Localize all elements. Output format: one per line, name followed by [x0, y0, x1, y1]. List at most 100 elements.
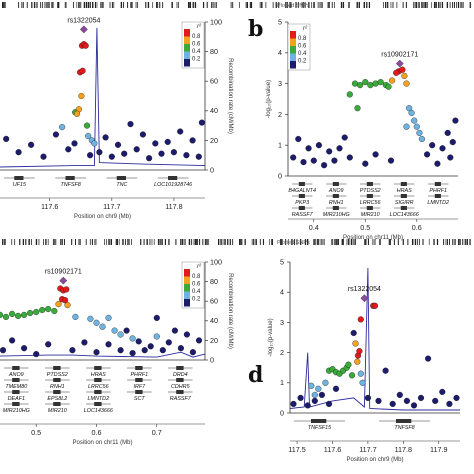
snp-point-navy-11 — [129, 350, 136, 357]
snp-density-mark-2-34 — [115, 239, 117, 245]
snp-density-mark-0-63 — [214, 2, 216, 8]
gene-exon-block — [298, 194, 305, 198]
ld-legend-swatch — [290, 61, 296, 69]
gene-label: SIGIRR — [395, 200, 414, 206]
snp-density-mark-3-34 — [341, 239, 343, 245]
snp-density-mark-1-63 — [446, 2, 448, 8]
snp-point-green-6 — [33, 308, 40, 316]
snp-density-mark-2-74 — [229, 239, 231, 245]
snp-density-mark-0-56 — [189, 2, 192, 8]
snp-point-navy-8 — [96, 149, 103, 156]
snp-density-mark-1-66 — [453, 2, 455, 8]
snp-density-mark-1-51 — [418, 2, 420, 8]
snp-point-navy-13 — [403, 397, 410, 404]
snp-density-mark-0-14 — [47, 2, 49, 8]
snp-density-mark-2-59 — [191, 239, 193, 245]
snp-density-mark-2-27 — [91, 239, 93, 245]
snp-point-orange-1 — [401, 72, 408, 79]
y2-tick-label: 80 — [210, 277, 218, 286]
snp-point-orange-0 — [354, 358, 361, 365]
ld-legend-value: 0.2 — [298, 59, 307, 65]
gene-label: PTDSS2 — [360, 188, 381, 194]
snp-density-mark-1-68 — [457, 2, 460, 8]
lead-snp-point — [79, 25, 88, 34]
snp-point-orange-1 — [64, 302, 71, 309]
ld-legend-value: 0.2 — [192, 57, 201, 63]
lead-snp-label: rs1322054 — [348, 286, 381, 293]
snp-density-mark-0-51 — [162, 2, 164, 8]
snp-point-red-2 — [393, 69, 400, 76]
snp-density-mark-2-62 — [196, 239, 198, 245]
snp-density-mark-0-9 — [36, 2, 38, 8]
snp-point-navy-8 — [105, 341, 112, 348]
snp-density-mark-1-48 — [413, 2, 415, 8]
snp-point-navy-12 — [396, 391, 403, 398]
snp-density-mark-0-20 — [64, 2, 66, 8]
snp-density-mark-1-24 — [317, 2, 319, 8]
ld-legend-title: r² — [197, 264, 202, 270]
snp-density-mark-3-16 — [291, 239, 293, 245]
gene-label: SCT — [134, 396, 145, 402]
snp-density-mark-1-61 — [440, 2, 441, 8]
snp-density-mark-2-24 — [79, 239, 81, 245]
snp-point-orange-0 — [78, 92, 85, 100]
y-tick-label: 2 — [278, 110, 282, 119]
snp-density-mark-3-68 — [458, 239, 460, 245]
snp-density-mark-1-43 — [390, 2, 392, 8]
snp-point-navy-18 — [439, 145, 446, 152]
snp-density-mark-2-3 — [11, 239, 13, 245]
gene-exon-block — [176, 390, 184, 394]
snp-density-mark-0-48 — [156, 2, 158, 8]
snp-point-navy-22 — [195, 337, 203, 344]
ld-legend-swatch — [290, 38, 296, 46]
x-axis-title: Position on chr11 (Mb) — [343, 235, 403, 241]
y2-tick-label: 80 — [210, 47, 218, 56]
snp-density-mark-2-73 — [227, 239, 229, 245]
snp-point-navy-2 — [304, 402, 311, 409]
ld-legend-swatch — [184, 284, 190, 292]
snp-density-mark-2-69 — [220, 239, 222, 245]
gene-label: RASSF7 — [170, 396, 192, 402]
gene-exon-block — [366, 182, 373, 186]
snp-density-mark-3-28 — [323, 239, 325, 245]
snp-density-mark-2-49 — [159, 239, 161, 245]
snp-density-mark-2-65 — [204, 239, 206, 245]
gene-label: RASSF7 — [292, 212, 314, 218]
snp-density-mark-1-36 — [358, 2, 360, 8]
snp-density-mark-2-0 — [2, 239, 3, 245]
snp-point-navy-7 — [93, 349, 100, 356]
snp-density-mark-2-18 — [60, 239, 62, 245]
snp-point-navy-0 — [3, 135, 10, 142]
snp-density-mark-2-48 — [157, 239, 159, 245]
snp-point-navy-16 — [429, 142, 436, 149]
gene-exon-block — [298, 182, 305, 186]
snp-point-navy-3 — [33, 351, 40, 358]
snp-point-green-0 — [346, 91, 353, 98]
snp-density-mark-3-10 — [271, 239, 272, 245]
y-tick-label: 5 — [278, 17, 282, 26]
snp-density-mark-2-33 — [110, 239, 113, 245]
snp-density-mark-3-61 — [436, 239, 439, 245]
snp-density-mark-2-47 — [153, 239, 155, 245]
snp-density-mark-2-61 — [194, 239, 197, 245]
panel-d: Plotted SNPs d 5 4 3 2 1 0 -log₁₀(p-value) rs1322… — [239, 239, 471, 463]
snp-density-mark-3-22 — [313, 239, 315, 245]
snp-density-mark-3-51 — [402, 239, 404, 245]
snp-density-mark-2-26 — [89, 239, 91, 245]
snp-density-mark-1-60 — [438, 2, 440, 8]
snp-density-mark-0-65 — [230, 2, 232, 8]
snp-density-mark-3-59 — [433, 239, 434, 245]
snp-density-mark-3-48 — [389, 239, 391, 245]
snp-density-mark-1-42 — [387, 2, 389, 8]
y2-tick-label: 0 — [210, 355, 214, 364]
snp-point-orange-1 — [352, 340, 359, 347]
snp-density-mark-3-19 — [300, 239, 302, 245]
snp-density-mark-0-46 — [147, 2, 150, 8]
snp-density-mark-2-41 — [131, 239, 132, 245]
snp-point-lightblue-2 — [315, 385, 322, 392]
snp-point-navy-8 — [364, 394, 371, 401]
snp-point-navy-13 — [141, 347, 148, 354]
snp-density-mark-1-71 — [469, 2, 471, 8]
snp-point-navy-10 — [123, 327, 130, 334]
gene-label: LOC143666 — [390, 212, 419, 218]
